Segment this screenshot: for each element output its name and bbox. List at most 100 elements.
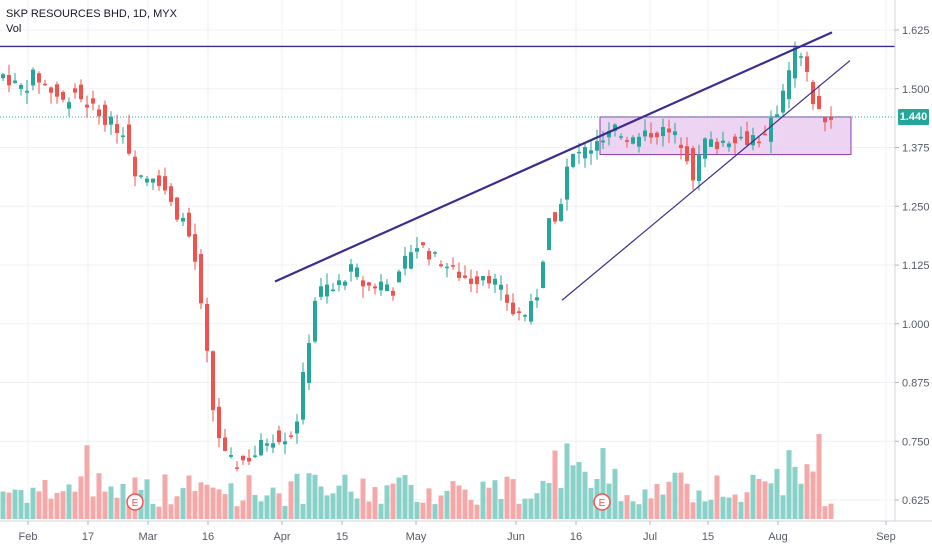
volume-bar (756, 478, 762, 519)
volume-bar (492, 480, 498, 519)
candle-body (313, 300, 317, 342)
volume-bar (282, 505, 288, 519)
volume-bar (774, 468, 780, 519)
y-tick-label: 0.875 (902, 378, 930, 390)
x-tick-label: Mar (139, 531, 158, 543)
candlesticks (1, 41, 833, 472)
volume-bar (24, 502, 30, 519)
candle-body (769, 117, 773, 142)
volume-bar (42, 479, 48, 519)
volume-bar (66, 484, 72, 519)
candle-body (469, 278, 473, 284)
volume-bar (396, 477, 402, 519)
volume-bar (390, 483, 396, 519)
candle-body (793, 47, 797, 79)
volume-bar (666, 481, 672, 519)
candle-body (307, 343, 311, 384)
candle-body (775, 114, 779, 117)
volume-bar (540, 480, 546, 519)
volume-bar (642, 489, 648, 519)
volume-bar (294, 473, 300, 519)
candle-body (259, 439, 263, 456)
volume-bar (750, 474, 756, 519)
volume-bar (306, 473, 312, 519)
volume-bar (234, 506, 240, 519)
symbol-title[interactable]: SKP RESOURCES BHD, 1D, MYX (6, 8, 177, 20)
candle-body (391, 290, 395, 296)
x-tick-label: Jul (643, 531, 657, 543)
volume-bar (360, 478, 366, 519)
candle-body (373, 286, 377, 289)
candle-body (169, 186, 173, 202)
volume-bar (318, 486, 324, 519)
x-tick-label: 17 (82, 531, 94, 543)
volume-label[interactable]: Vol (6, 23, 22, 35)
volume-bar (264, 495, 270, 519)
candle-body (829, 117, 833, 120)
candle-body (727, 143, 731, 148)
volume-bar (36, 491, 42, 519)
volume-bar (546, 482, 552, 519)
volume-bar (372, 487, 378, 519)
volume-bar (690, 502, 696, 519)
volume-bar (60, 491, 66, 519)
x-tick-label: 16 (570, 531, 582, 543)
candle-body (631, 137, 635, 144)
candle-body (463, 275, 467, 278)
volume-bar (624, 495, 630, 519)
candle-body (415, 248, 419, 252)
y-tick-label: 1.000 (902, 319, 930, 331)
candle-body (493, 278, 497, 285)
volume-bar (174, 496, 180, 519)
candle-body (739, 136, 743, 139)
volume-bar (150, 503, 156, 519)
candle-body (751, 135, 755, 146)
volume-bar (78, 476, 84, 519)
volume-bar (168, 504, 174, 519)
candle-body (61, 92, 65, 100)
volume-bar (300, 503, 306, 519)
volume-bar (6, 492, 12, 519)
x-tick-label: 15 (336, 531, 348, 543)
volume-bar (84, 445, 90, 519)
candle-body (337, 280, 341, 286)
volume-bar (192, 490, 198, 519)
candle-body (565, 166, 569, 200)
candle-body (571, 153, 575, 167)
volume-bar (246, 475, 252, 519)
volume-bar (816, 433, 822, 519)
candle-body (325, 284, 329, 297)
volume-bar (288, 481, 294, 519)
volume-bar (660, 494, 666, 519)
volume-bar (72, 491, 78, 519)
volume-bar (252, 494, 258, 519)
x-tick-label: May (406, 531, 427, 543)
candle-body (517, 311, 521, 314)
earnings-event-label: E (132, 498, 139, 509)
candle-body (787, 70, 791, 100)
volume-bar (30, 487, 36, 519)
candle-body (799, 56, 803, 58)
candle-body (379, 281, 383, 291)
volume-bar (342, 474, 348, 519)
volume-bar (702, 501, 708, 519)
volume-bar (198, 482, 204, 519)
volume-bar (534, 493, 540, 519)
volume-bar (714, 475, 720, 519)
candle-body (433, 252, 437, 254)
candle-body (205, 303, 209, 351)
volume-bar (228, 483, 234, 519)
volume-bar (444, 490, 450, 519)
volume-bar (678, 472, 684, 519)
candle-body (277, 430, 281, 443)
volume-bar (420, 502, 426, 519)
candle-body (139, 175, 143, 177)
candle-body (349, 264, 353, 272)
volume-bar (558, 487, 564, 519)
candle-body (25, 90, 29, 93)
volume-bar (414, 501, 420, 519)
candle-body (733, 136, 737, 144)
